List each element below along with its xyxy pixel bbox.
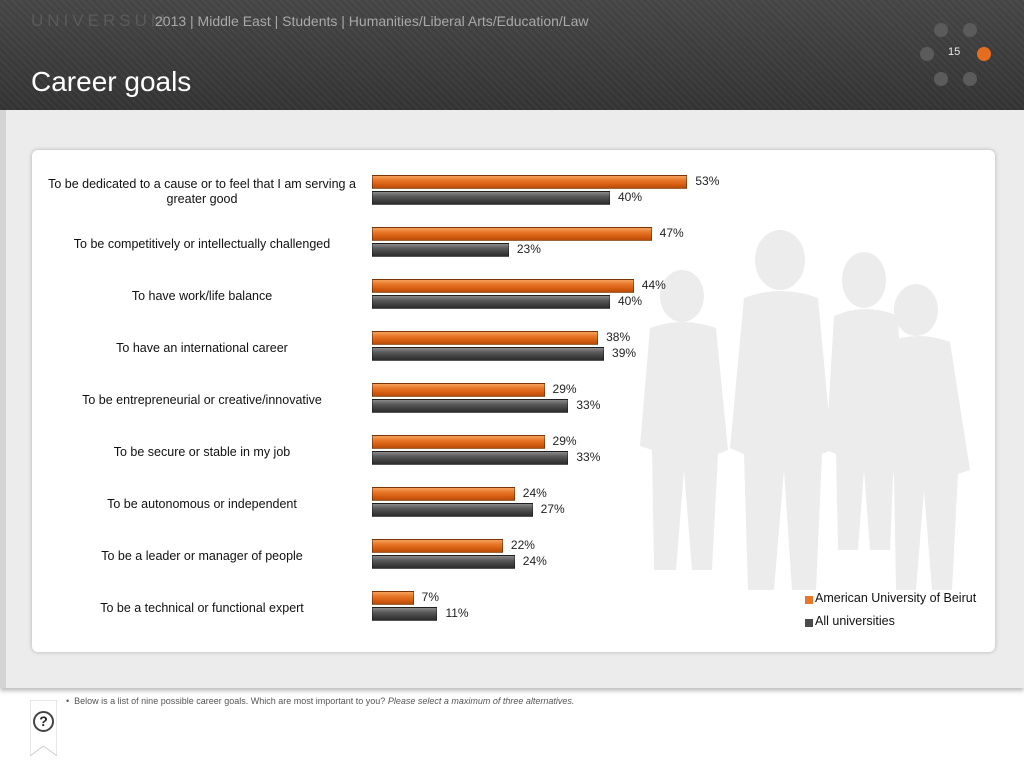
bar-american-university-of-beirut <box>372 175 688 189</box>
data-label: 53% <box>695 174 720 188</box>
data-label: 40% <box>618 294 643 308</box>
data-label: 39% <box>612 346 637 360</box>
breadcrumb: 2013 | Middle East | Students | Humaniti… <box>155 13 589 29</box>
nav-dot[interactable] <box>963 72 977 86</box>
category-label: To have work/life balance <box>131 289 273 303</box>
people-silhouette-image <box>640 230 970 590</box>
footnote-emphasis: Please select a maximum of three alterna… <box>387 696 575 706</box>
data-label: 38% <box>606 330 631 344</box>
legend-swatch-orange <box>805 596 813 604</box>
bar-all-universities <box>372 607 438 621</box>
category-label: To be dedicated to a cause or to feel th… <box>48 177 356 206</box>
bar-american-university-of-beirut <box>372 435 545 449</box>
data-label: 33% <box>576 450 601 464</box>
bar-american-university-of-beirut <box>372 591 414 605</box>
data-label: 22% <box>510 538 535 552</box>
data-label: 47% <box>659 226 684 240</box>
bar-american-university-of-beirut <box>372 487 515 501</box>
footnote-text: Below is a list of nine possible career … <box>74 696 386 706</box>
bar-all-universities <box>372 191 610 205</box>
nav-dot[interactable] <box>920 47 934 61</box>
page-title: Career goals <box>31 66 192 97</box>
page-navigation: 15 <box>0 0 1024 110</box>
category-label: To be entrepreneurial or creative/innova… <box>82 393 322 407</box>
category-label: To be a technical or functional expert <box>100 601 304 615</box>
data-label: 33% <box>576 398 601 412</box>
bar-all-universities <box>372 243 509 257</box>
data-label: 23% <box>516 242 541 256</box>
data-label: 29% <box>552 434 577 448</box>
brand-logo: UNIVERSUM <box>31 11 170 30</box>
question-footnote: • Below is a list of nine possible career… <box>66 696 574 706</box>
bar-american-university-of-beirut <box>372 539 503 553</box>
data-label: 11% <box>445 606 469 620</box>
help-badge[interactable]: ? <box>29 699 58 757</box>
data-label: 24% <box>522 486 547 500</box>
legend-label: American University of Beirut <box>815 591 977 605</box>
left-rail <box>0 110 6 688</box>
legend-label: All universities <box>815 614 895 628</box>
bar-all-universities <box>372 295 610 309</box>
bar-american-university-of-beirut <box>372 227 652 241</box>
bar-all-universities <box>372 347 605 361</box>
nav-dot[interactable] <box>934 72 948 86</box>
data-label: 7% <box>421 590 439 604</box>
data-label: 24% <box>522 554 547 568</box>
bar-all-universities <box>372 399 569 413</box>
bar-american-university-of-beirut <box>372 383 545 397</box>
nav-dot[interactable] <box>963 23 977 37</box>
question-icon[interactable]: ? <box>33 711 54 732</box>
header-band: UNIVERSUM 2013 | Middle East | Students … <box>0 0 1024 110</box>
nav-dot[interactable] <box>934 23 948 37</box>
chart-card: To be dedicated to a cause or to feel th… <box>32 150 995 652</box>
nav-dot-active[interactable] <box>977 47 991 61</box>
bullet: • <box>66 696 70 706</box>
bar-all-universities <box>372 555 515 569</box>
category-label: To be competitively or intellectually ch… <box>73 237 331 251</box>
data-label: 44% <box>641 278 666 292</box>
data-label: 40% <box>618 190 643 204</box>
legend-swatch-gray <box>805 619 813 627</box>
data-label: 29% <box>552 382 577 396</box>
page-number: 15 <box>948 46 961 58</box>
bar-american-university-of-beirut <box>372 331 599 345</box>
category-label: To be secure or stable in my job <box>113 445 291 459</box>
data-label: 27% <box>540 502 565 516</box>
category-label: To be a leader or manager of people <box>101 549 303 563</box>
bar-all-universities <box>372 451 569 465</box>
category-label: To have an international career <box>116 341 288 355</box>
bar-all-universities <box>372 503 533 517</box>
bar-american-university-of-beirut <box>372 279 634 293</box>
category-label: To be autonomous or independent <box>107 497 297 511</box>
